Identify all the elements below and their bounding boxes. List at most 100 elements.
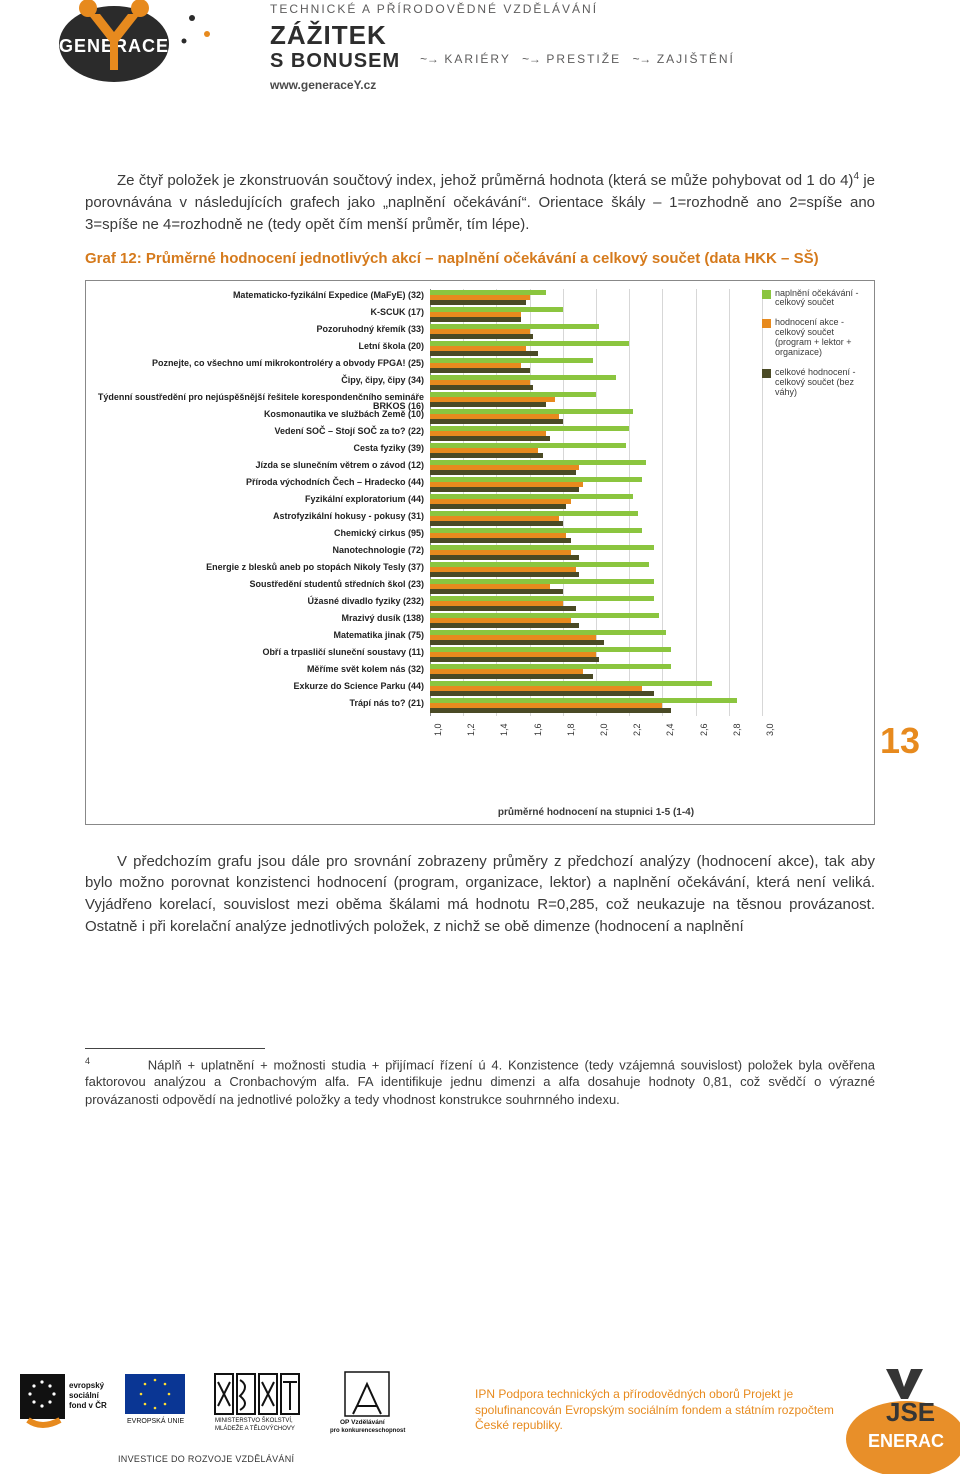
chart-row-label: Měříme svět kolem nás (32) [92, 663, 430, 680]
crumb-prestize: PRESTIŽE [546, 52, 621, 66]
chart-x-tick: 3,0 [765, 723, 783, 736]
esf-label-3: fond v ČR [69, 1401, 107, 1410]
svg-text:EVROPSKÁ UNIE: EVROPSKÁ UNIE [127, 1416, 185, 1425]
chart-bar [430, 623, 579, 628]
watermark-logo: ENERAC JSE [826, 1369, 960, 1479]
chart-bar-group [430, 374, 762, 391]
chart-bar-group [430, 646, 762, 663]
chart-bar-group [430, 680, 762, 697]
chart-bar [430, 691, 654, 696]
chart-x-tick: 1,8 [566, 723, 584, 736]
chart-row-label: Soustředění studentů středních škol (23) [92, 578, 430, 595]
chart-bar [430, 436, 550, 441]
header-top-label: TECHNICKÉ A PŘÍRODOVĚDNÉ VZDĚLÁVÁNÍ [270, 2, 598, 16]
chart-bar-group [430, 697, 762, 714]
chart-row-label: Exkurze do Science Parku (44) [92, 680, 430, 697]
body-paragraph-1: Ze čtyř položek je zkonstruován součtový… [85, 170, 875, 235]
chart-row-label: Cesta fyziky (39) [92, 442, 430, 459]
generace-y-logo: GENERACE [42, 0, 225, 91]
chart-bar [430, 555, 579, 560]
chart-bar [430, 708, 671, 713]
chart-row-label: Týdenní soustředění pro nejúspěšnější ře… [92, 391, 430, 408]
chart-bar [430, 606, 576, 611]
svg-text:ENERAC: ENERAC [868, 1431, 944, 1451]
chart-bar-group [430, 323, 762, 340]
chart-legend-swatch [762, 319, 771, 328]
chart-bar [430, 589, 563, 594]
header-subtitle: S BONUSEM [270, 50, 400, 73]
crumb-kariery: KARIÉRY [444, 52, 510, 66]
chart-bar-group [430, 391, 762, 408]
page-number: 13 [880, 720, 920, 762]
chart-row-labels: Matematicko-fyzikální Expedice (MaFyE) (… [92, 289, 430, 714]
chart-bar-group [430, 306, 762, 323]
footnote-separator [85, 1048, 265, 1049]
page-footer: evropský sociální fond v ČR EVROPSKÁ UNI… [0, 1364, 960, 1469]
chart-bar [430, 470, 576, 475]
chart-row-label: Chemický cirkus (95) [92, 527, 430, 544]
footer-logos: evropský sociální fond v ČR EVROPSKÁ UNI… [20, 1368, 450, 1451]
chart-bar [430, 538, 571, 543]
chart-x-tick: 2,4 [665, 723, 683, 736]
header-title: ZÁŽITEK [270, 20, 387, 51]
chart-bar-group [430, 561, 762, 578]
chart-row-label: Obří a trpasličí sluneční soustavy (11) [92, 646, 430, 663]
chart-legend-item: celkové hodnocení - celkový součet (bez … [762, 368, 866, 398]
chart-bar [430, 674, 593, 679]
chart-bar [430, 419, 563, 424]
chart-row-label: Kosmonautika ve službách Země (10) [92, 408, 430, 425]
chart-row-label: Astrofyzikální hokusy - pokusy (31) [92, 510, 430, 527]
chart-bar-group [430, 578, 762, 595]
chart-bar [430, 487, 579, 492]
chart-legend-swatch [762, 290, 771, 299]
footer-investice: INVESTICE DO ROZVOJE VZDĚLÁVÁNÍ [118, 1454, 294, 1464]
svg-text:pro konkurenceschopnost: pro konkurenceschopnost [330, 1428, 405, 1434]
chart-legend: naplnění očekávání - celkový součet hodno… [762, 289, 866, 408]
chart-legend-item: hodnocení akce - celkový součet (program… [762, 318, 866, 358]
p1-a: Ze čtyř položek je zkonstruován součtový… [117, 172, 853, 189]
chart-row-label: Pozoruhodný křemík (33) [92, 323, 430, 340]
chart-bar-group [430, 629, 762, 646]
chart-bar-group [430, 612, 762, 629]
chart-bar [430, 640, 604, 645]
chart-row-label: Vedení SOČ – Stojí SOČ za to? (22) [92, 425, 430, 442]
chart-x-tick: 1,0 [433, 723, 451, 736]
chart-bar-group [430, 408, 762, 425]
chart-row-label: Příroda východních Čech – Hradecko (44) [92, 476, 430, 493]
chart-bar [430, 334, 533, 339]
esf-label-2: sociální [69, 1391, 100, 1400]
chart-legend-label: naplnění očekávání - celkový součet [775, 289, 866, 309]
chart-bar [430, 402, 546, 407]
footnote-marker: 4 [85, 1056, 90, 1066]
footnote-text: Náplň + uplatnění + možnosti studia + př… [85, 1057, 875, 1107]
chart-bar [430, 317, 521, 322]
chart-legend-label: hodnocení akce - celkový součet (program… [775, 318, 866, 358]
footnote: 4 Náplň + uplatnění + možnosti studia + … [85, 1055, 875, 1109]
chart-row-label: Fyzikální exploratorium (44) [92, 493, 430, 510]
chart-legend-label: celkové hodnocení - celkový součet (bez … [775, 368, 866, 398]
chart-x-tick: 1,4 [499, 723, 517, 736]
chart-bar-group [430, 476, 762, 493]
svg-text:MLÁDEŽE A TĚLOVÝCHOVY: MLÁDEŽE A TĚLOVÝCHOVY [215, 1424, 295, 1432]
chart-bar [430, 453, 543, 458]
chart-row-label: Energie z blesků aneb po stopách Nikoly … [92, 561, 430, 578]
page-header: GENERACE TECHNICKÉ A PŘÍRODOVĚDNÉ VZDĚLÁ… [0, 0, 960, 110]
chart-title: Graf 12: Průměrné hodnocení jednotlivých… [85, 249, 875, 269]
chart-bar-group [430, 340, 762, 357]
chart-container: Matematicko-fyzikální Expedice (MaFyE) (… [85, 280, 875, 825]
p2: V předchozím grafu jsou dále pro srovnán… [85, 851, 875, 938]
chart-x-tick: 2,0 [599, 723, 617, 736]
chart-bar [430, 368, 530, 373]
svg-text:JSE: JSE [886, 1397, 935, 1427]
chart-row-label: Matematicko-fyzikální Expedice (MaFyE) (… [92, 289, 430, 306]
chart-bar-group [430, 595, 762, 612]
chart-row-label: K-SCUK (17) [92, 306, 430, 323]
chart-x-tick: 1,2 [466, 723, 484, 736]
chart-row-label: Matematika jinak (75) [92, 629, 430, 646]
esf-label-1: evropský [69, 1381, 105, 1390]
chart-row-label: Letní škola (20) [92, 340, 430, 357]
chart-bar [430, 300, 526, 305]
chart-row-label: Úžasné divadlo fyziky (232) [92, 595, 430, 612]
chart-bar-group [430, 289, 762, 306]
header-url: www.generaceY.cz [270, 78, 376, 92]
